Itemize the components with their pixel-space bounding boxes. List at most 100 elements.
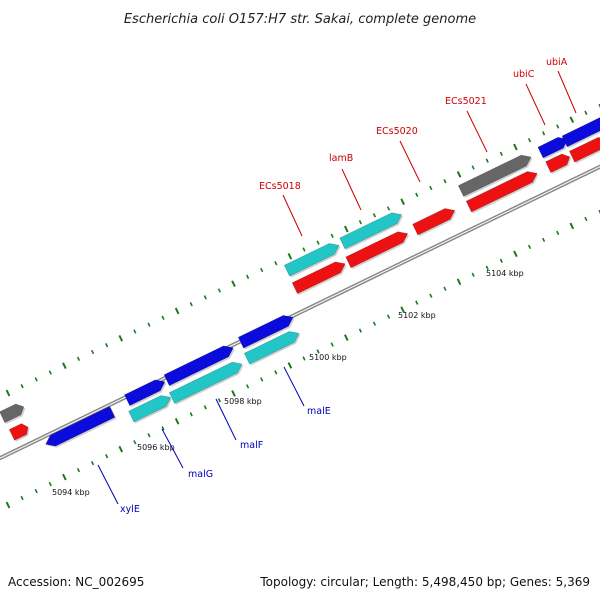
map-title: Escherichia coli O157:H7 str. Sakai, com…: [124, 12, 476, 27]
tick-mark: [133, 329, 137, 334]
tick-mark: [527, 138, 532, 143]
tick-mark: [499, 151, 503, 156]
genome-backbone: [0, 164, 600, 461]
gene-arrow-gray: [457, 154, 532, 197]
gene-arrow-teal: [243, 331, 300, 365]
tick-mark: [260, 377, 264, 382]
tick-mark: [34, 377, 38, 382]
gene-arrow-red: [465, 171, 538, 213]
tick-mark: [456, 171, 462, 178]
tick-mark: [569, 222, 575, 230]
tick-mark: [358, 328, 362, 333]
tick-mark: [76, 356, 81, 361]
tick-mark: [569, 116, 575, 123]
tick-mark: [217, 398, 222, 403]
tick-mark: [5, 501, 11, 509]
feature-track: [0, 117, 600, 448]
leader-line: [283, 366, 305, 407]
tick-mark: [203, 405, 207, 410]
tick-mark: [316, 240, 320, 245]
gene-arrow-red: [568, 137, 600, 163]
tick-mark: [174, 417, 180, 425]
leader-line: [215, 398, 237, 441]
gene-label-malg: malG: [188, 469, 213, 480]
gene-arrow-red: [291, 261, 346, 295]
gene-arrow-blue: [163, 345, 234, 387]
tick-mark: [217, 288, 222, 293]
tick-mark: [556, 230, 560, 236]
tick-mark: [274, 261, 278, 266]
tick-mark: [302, 356, 306, 361]
tick-mark: [358, 220, 362, 225]
tick-mark: [372, 213, 377, 218]
tick-mark: [118, 335, 124, 342]
tick-mark: [302, 247, 306, 252]
tick-mark: [542, 131, 546, 136]
gene-label-malf: malF: [240, 440, 263, 451]
tick-mark: [274, 370, 278, 375]
tick-mark: [62, 473, 67, 481]
tick-mark: [343, 334, 349, 341]
gene-arrow-teal: [128, 395, 172, 423]
tick-mark: [415, 300, 419, 305]
tick-mark: [415, 192, 419, 197]
tick-mark: [203, 295, 207, 300]
tick-marks: [5, 103, 600, 509]
gene-label-ubia: ubiA: [546, 57, 568, 68]
tick-mark: [105, 454, 109, 459]
tick-mark: [231, 280, 236, 287]
gene-arrow-blue: [237, 315, 294, 349]
leader-line: [161, 428, 184, 469]
tick-mark: [90, 349, 95, 355]
gene-arrow-gray: [0, 403, 25, 424]
gene-label-lamb: lamB: [329, 153, 353, 164]
scale-label: 5098 kbp: [224, 397, 262, 406]
gene-arrow-red: [412, 208, 456, 236]
tick-mark: [287, 362, 293, 369]
tick-mark: [62, 362, 67, 369]
tick-mark: [189, 302, 193, 307]
gene-label-ecs5018: ECs5018: [259, 181, 301, 192]
tick-mark: [443, 286, 447, 291]
tick-mark: [20, 384, 24, 389]
scale-label: 5104 kbp: [486, 269, 524, 278]
leader-line: [341, 168, 362, 211]
gene-arrow-teal: [283, 243, 340, 277]
tick-mark: [471, 165, 475, 170]
tick-mark: [246, 384, 250, 389]
tick-mark: [343, 225, 349, 233]
leader-line: [525, 83, 546, 126]
tick-mark: [556, 124, 560, 129]
scale-label: 5096 kbp: [137, 443, 175, 452]
gene-arrow-red: [8, 423, 29, 441]
tick-mark: [386, 314, 391, 319]
tick-mark: [133, 440, 137, 445]
leader-line: [399, 140, 421, 183]
gene-label-ecs5021: ECs5021: [445, 96, 487, 107]
tick-mark: [34, 488, 38, 494]
tick-mark: [287, 253, 293, 260]
tick-mark: [260, 267, 264, 273]
tick-mark: [456, 278, 462, 286]
tick-mark: [105, 343, 109, 348]
tick-mark: [5, 389, 11, 397]
tick-mark: [598, 103, 600, 108]
tick-mark: [316, 349, 320, 354]
tick-mark: [372, 321, 377, 326]
gene-label-ecs5020: ECs5020: [376, 126, 418, 137]
tick-mark: [76, 467, 81, 473]
tick-mark: [513, 143, 518, 151]
tick-mark: [20, 495, 24, 501]
tick-mark: [429, 293, 433, 298]
leader-line: [282, 194, 303, 237]
gene-arrow-red: [545, 153, 571, 174]
tick-mark: [90, 460, 95, 466]
tick-mark: [246, 274, 250, 279]
scale-label: 5100 kbp: [309, 353, 347, 362]
tick-mark: [400, 306, 405, 313]
tick-mark: [485, 265, 489, 270]
scale-label: 5094 kbp: [52, 488, 90, 497]
gene-arrow-red: [345, 231, 409, 269]
scale-label: 5102 kbp: [398, 311, 436, 320]
tick-mark: [147, 433, 151, 438]
